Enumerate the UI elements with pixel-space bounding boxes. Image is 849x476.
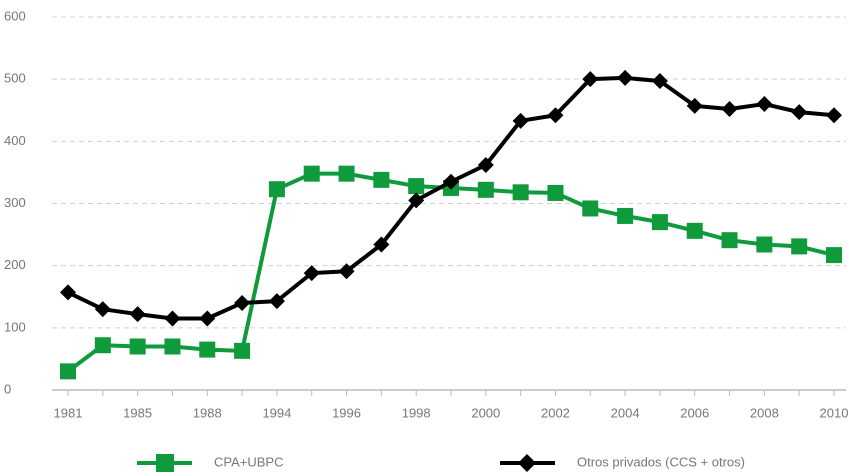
marker — [686, 97, 703, 114]
marker — [477, 181, 494, 198]
marker — [303, 265, 320, 282]
marker — [791, 104, 808, 121]
x-tick-label: 1996 — [332, 405, 361, 420]
marker — [617, 69, 634, 86]
y-tick-label: 300 — [4, 195, 26, 210]
marker — [164, 310, 181, 327]
x-tick-label: 2002 — [541, 405, 570, 420]
x-tick-label: 1998 — [402, 405, 431, 420]
marker — [512, 184, 529, 201]
marker — [303, 165, 320, 182]
legend-marker — [518, 454, 536, 472]
y-tick-label: 600 — [4, 8, 26, 23]
marker — [826, 107, 842, 124]
marker — [164, 338, 181, 355]
x-tick-label: 2008 — [750, 405, 779, 420]
marker — [651, 214, 668, 231]
marker — [60, 284, 76, 301]
marker — [373, 171, 390, 188]
marker — [408, 192, 425, 209]
marker — [756, 96, 773, 113]
x-tick-label: 1988 — [193, 405, 222, 420]
marker — [477, 156, 494, 173]
series-line — [67, 75, 835, 321]
marker — [268, 181, 285, 198]
marker — [582, 200, 599, 217]
marker — [547, 184, 564, 201]
y-tick-label: 100 — [4, 319, 26, 334]
marker — [373, 236, 390, 253]
marker — [94, 301, 111, 318]
x-tick-label: 2004 — [611, 405, 640, 420]
x-tick-label: 2006 — [680, 405, 709, 420]
x-tick-label: 1985 — [123, 405, 152, 420]
marker — [617, 207, 634, 224]
marker — [60, 363, 76, 380]
x-tick-label: 1981 — [54, 405, 83, 420]
marker — [826, 247, 842, 264]
marker — [199, 310, 216, 327]
y-tick-label: 200 — [4, 257, 26, 272]
marker — [199, 341, 216, 358]
y-tick-label: 500 — [4, 71, 26, 86]
marker — [791, 238, 808, 255]
marker — [234, 342, 251, 359]
marker — [582, 71, 599, 88]
marker — [651, 73, 668, 90]
marker — [129, 338, 146, 355]
marker — [129, 306, 146, 323]
marker — [234, 294, 251, 311]
marker — [547, 107, 564, 124]
marker — [512, 112, 529, 129]
marker — [338, 165, 355, 182]
marker — [443, 173, 459, 190]
marker — [756, 236, 773, 253]
marker — [338, 263, 355, 280]
legend-label: CPA+UBPC — [214, 454, 283, 469]
x-tick-label: 1994 — [262, 405, 291, 420]
x-tick-label: 2000 — [471, 405, 500, 420]
x-tick-label: 2010 — [820, 405, 849, 420]
legend-label: Otros privados (CCS + otros) — [577, 454, 745, 469]
marker — [721, 101, 738, 118]
y-tick-label: 400 — [4, 133, 26, 148]
legend-marker — [156, 454, 174, 472]
marker — [686, 222, 703, 239]
marker — [94, 337, 111, 354]
marker — [268, 293, 285, 310]
y-tick-label: 0 — [4, 381, 11, 396]
marker — [408, 178, 425, 195]
marker — [721, 232, 738, 249]
